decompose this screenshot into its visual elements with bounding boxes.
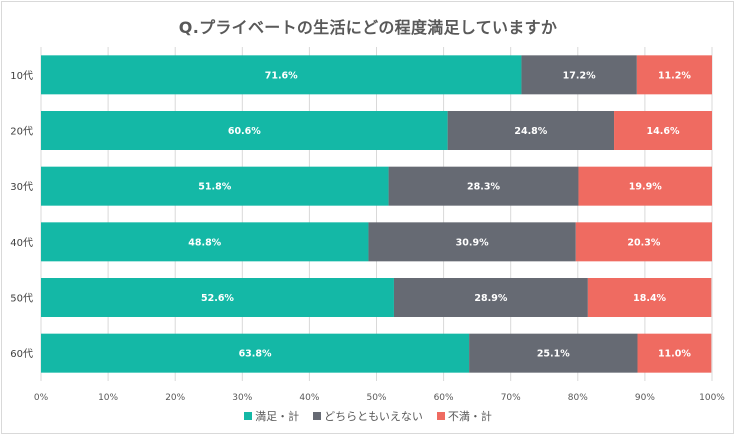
data-label: 71.6% [265, 70, 298, 81]
y-category-label: 40代 [10, 237, 33, 249]
bar-segment [41, 55, 522, 95]
data-label: 30.9% [456, 237, 489, 248]
legend-item: 不満・計 [436, 408, 492, 424]
chart-legend: 満足・計 どちらともいえない 不満・計 [0, 408, 736, 424]
data-label: 20.3% [627, 237, 660, 248]
legend-item: どちらともいえない [313, 408, 423, 424]
bar-segment [41, 333, 470, 373]
bar-segment [41, 166, 389, 206]
data-label: 11.2% [658, 70, 691, 81]
legend-swatch [313, 412, 322, 420]
x-tick-label: 70% [501, 393, 521, 403]
data-label: 11.0% [658, 349, 691, 360]
legend-swatch [244, 412, 253, 420]
x-tick-label: 30% [232, 393, 252, 403]
bar-segment [636, 55, 712, 95]
data-label: 25.1% [537, 349, 570, 360]
bar-segment [587, 278, 712, 317]
bar-segment [578, 166, 712, 206]
data-label: 52.6% [201, 293, 234, 304]
bar-segment [575, 222, 712, 262]
bar-segment [388, 166, 579, 206]
legend-item: 満足・計 [244, 408, 299, 424]
x-tick-label: 80% [568, 393, 588, 403]
data-label: 51.8% [198, 182, 231, 193]
x-tick-label: 10% [98, 393, 118, 403]
data-label: 60.6% [228, 126, 261, 137]
data-label: 24.8% [514, 126, 547, 137]
bar-segment [447, 111, 615, 150]
legend-label: どちらともいえない [324, 410, 423, 423]
bar-segment [41, 111, 448, 150]
x-tick-label: 20% [165, 393, 185, 403]
x-tick-label: 40% [299, 393, 319, 403]
bar-segment [41, 222, 369, 262]
data-label: 48.8% [188, 237, 221, 248]
x-tick-label: 50% [366, 393, 386, 403]
bar-segment [393, 278, 588, 317]
bar-segment [521, 55, 637, 95]
bar-segment [614, 111, 712, 150]
data-label: 63.8% [239, 349, 272, 360]
y-category-label: 50代 [10, 293, 33, 305]
data-label: 17.2% [563, 70, 596, 81]
legend-label: 不満・計 [447, 410, 492, 423]
y-category-label: 20代 [10, 126, 33, 138]
data-label: 14.6% [647, 126, 680, 137]
data-label: 18.4% [633, 293, 666, 304]
x-tick-label: 0% [34, 393, 49, 403]
x-tick-label: 60% [434, 393, 454, 403]
legend-label: 満足・計 [255, 410, 300, 423]
data-label: 28.9% [474, 293, 507, 304]
bar-segment [469, 333, 638, 373]
y-category-label: 10代 [10, 70, 33, 82]
bar-segment [368, 222, 576, 262]
y-category-label: 30代 [10, 181, 33, 193]
data-label: 19.9% [629, 182, 662, 193]
x-tick-label: 90% [635, 393, 655, 403]
legend-swatch [436, 412, 445, 420]
data-label: 28.3% [467, 182, 500, 193]
y-category-label: 60代 [10, 348, 33, 360]
bar-segment [637, 333, 712, 373]
chart-title: Q.プライベートの生活にどの程度満足していますか [178, 18, 558, 37]
bar-segment [41, 278, 394, 317]
x-tick-label: 100% [699, 393, 725, 403]
